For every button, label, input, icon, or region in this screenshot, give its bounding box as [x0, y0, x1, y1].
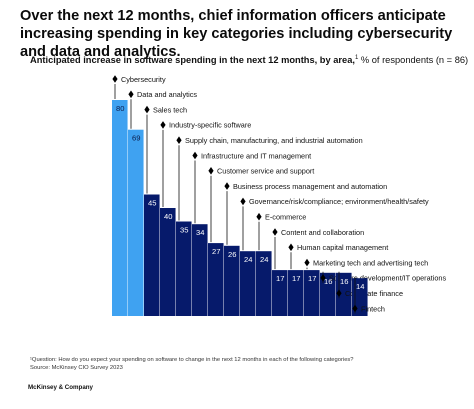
- diamond-marker: [208, 167, 214, 175]
- diamond-marker: [352, 304, 358, 313]
- category-label: Industry-specific software: [169, 121, 251, 130]
- category-label: Human capital management: [297, 243, 388, 252]
- diamond-marker: [240, 197, 246, 206]
- diamond-marker: [128, 90, 134, 99]
- data-label: 26: [228, 250, 236, 259]
- bar: [288, 270, 304, 316]
- footnote-source: Source: McKinsey CIO Survey 2023: [30, 364, 123, 371]
- bar: [320, 272, 336, 316]
- category-label: E-commerce: [265, 213, 306, 222]
- footnote: ¹Question: How do you expect your spendi…: [30, 357, 460, 372]
- data-label: 16: [340, 277, 348, 286]
- diamond-marker: [272, 228, 278, 236]
- bar: [160, 208, 176, 316]
- data-label: 40: [164, 212, 172, 221]
- diamond-marker: [336, 289, 342, 297]
- bar: [144, 194, 160, 316]
- category-label: Software development/IT operations: [329, 274, 446, 283]
- data-label: 16: [324, 277, 332, 286]
- bar: [208, 243, 224, 316]
- category-label: Corporate finance: [345, 289, 403, 298]
- data-label: 34: [196, 228, 204, 237]
- bar: [128, 129, 144, 316]
- data-label: 17: [308, 274, 316, 283]
- data-label: 80: [116, 104, 124, 113]
- diamond-marker: [192, 151, 198, 160]
- data-label: 17: [292, 274, 300, 283]
- bar: [336, 272, 352, 316]
- data-label: 24: [260, 255, 268, 264]
- data-label: 24: [244, 255, 252, 264]
- subtitle-unit: % of respondents (n = 86): [358, 55, 469, 66]
- data-label: 17: [276, 274, 284, 283]
- diamond-marker: [304, 258, 310, 267]
- category-label: Marketing tech and advertising tech: [313, 258, 428, 267]
- diamond-marker: [176, 136, 182, 144]
- bar: [112, 100, 128, 316]
- bar: [272, 270, 288, 316]
- bar: [224, 245, 240, 316]
- category-label: Customer service and support: [217, 167, 314, 176]
- subtitle-bold: Anticipated increase in software spendin…: [30, 55, 355, 66]
- diamond-marker: [144, 105, 150, 114]
- category-label: Data and analytics: [137, 90, 197, 99]
- data-label: 27: [212, 247, 220, 256]
- category-label: Supply chain, manufacturing, and industr…: [185, 136, 363, 145]
- bar: [256, 251, 272, 316]
- category-label: Content and collaboration: [281, 228, 364, 237]
- chart-title: Over the next 12 months, chief informati…: [20, 8, 453, 60]
- diamond-marker: [160, 121, 166, 129]
- category-label: Fintech: [361, 304, 385, 313]
- data-label: 45: [148, 199, 156, 208]
- bar: [240, 251, 256, 316]
- bar: [304, 270, 320, 316]
- bar: [192, 224, 208, 316]
- diamond-marker: [256, 212, 262, 221]
- diamond-marker: [288, 243, 294, 252]
- data-label: 35: [180, 226, 188, 235]
- category-label: Infrastructure and IT management: [201, 151, 311, 160]
- footnote-question: ¹Question: How do you expect your spendi…: [30, 357, 354, 363]
- data-label: 69: [132, 134, 140, 143]
- chart-subtitle: Anticipated increase in software spendin…: [30, 52, 470, 66]
- category-label: Cybersecurity: [121, 75, 166, 84]
- category-label: Sales tech: [153, 105, 187, 114]
- diamond-marker: [112, 75, 118, 83]
- category-label: Business process management and automati…: [233, 182, 387, 191]
- subtitle-footnote-marker: 1: [354, 55, 359, 61]
- brand-logo-text: McKinsey & Company: [28, 384, 93, 391]
- bar: [176, 221, 192, 316]
- data-label: 14: [356, 282, 364, 291]
- category-label: Governance/risk/compliance; environment/…: [249, 197, 429, 206]
- diamond-marker: [320, 274, 326, 282]
- diamond-marker: [224, 182, 230, 190]
